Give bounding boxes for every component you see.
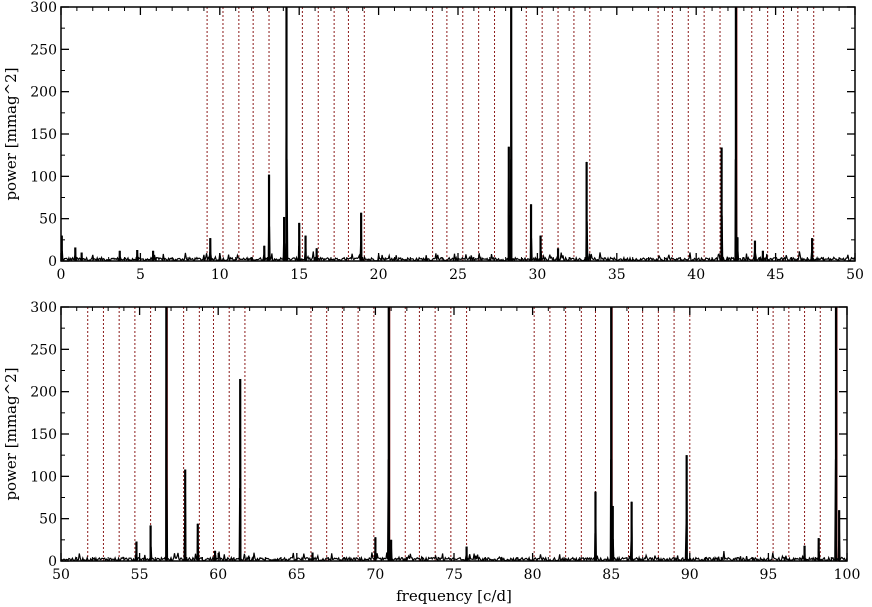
y-axis-title: power [mmag^2]	[2, 67, 20, 200]
x-tick-label: 25	[449, 267, 467, 283]
x-tick-label: 60	[209, 567, 227, 583]
x-tick-label: 40	[687, 267, 705, 283]
y-tick-label: 150	[30, 127, 57, 143]
y-tick-label: 250	[30, 342, 57, 358]
upper-periodogram-panel: 0 5 10 15 20 25 30 35 40 45 50 0 50 100 150 200 250 300 po…	[2, 0, 864, 283]
x-tick-label: 10	[211, 267, 229, 283]
x-tick-label: 20	[370, 267, 388, 283]
x-tick-label: 90	[681, 567, 699, 583]
y-tick-label: 100	[30, 469, 57, 485]
x-tick-label: 85	[602, 567, 620, 583]
x-tick-label: 95	[759, 567, 777, 583]
x-tick-label: 65	[288, 567, 306, 583]
y-tick-label: 300	[30, 300, 57, 316]
y-tick-label: 50	[39, 512, 57, 528]
y-tick-label: 100	[30, 169, 57, 185]
x-tick-label: 80	[524, 567, 542, 583]
x-tick-label: 50	[52, 567, 70, 583]
plot-area	[61, 7, 855, 261]
y-tick-label: 0	[48, 254, 57, 270]
x-tick-label: 50	[846, 267, 864, 283]
x-tick-label: 35	[608, 267, 626, 283]
lower-periodogram-panel: 50 55 60 65 70 75 80 85 90 95 10005010015020025030…	[2, 300, 860, 605]
y-axis-title: power [mmag^2]	[2, 367, 20, 500]
y-tick-label: 200	[30, 385, 57, 401]
plot-area	[61, 307, 847, 561]
y-tick-label: 300	[30, 0, 57, 16]
y-tick-label: 50	[39, 212, 57, 228]
y-tick-label: 0	[48, 554, 57, 570]
y-tick-label: 200	[30, 85, 57, 101]
x-tick-label: 5	[136, 267, 145, 283]
x-tick-label: 30	[528, 267, 546, 283]
x-tick-label: 70	[366, 567, 384, 583]
y-tick-label: 150	[30, 427, 57, 443]
x-tick-label: 75	[445, 567, 463, 583]
x-tick-label: 100	[834, 567, 861, 583]
power-spectrum-line	[61, 307, 847, 561]
x-tick-label: 0	[57, 267, 66, 283]
x-tick-label: 55	[131, 567, 149, 583]
plot-frame	[60, 306, 848, 562]
x-axis-title: frequency [c/d]	[396, 587, 512, 605]
x-tick-label: 15	[290, 267, 308, 283]
y-tick-label: 250	[30, 42, 57, 58]
x-tick-label: 45	[767, 267, 785, 283]
